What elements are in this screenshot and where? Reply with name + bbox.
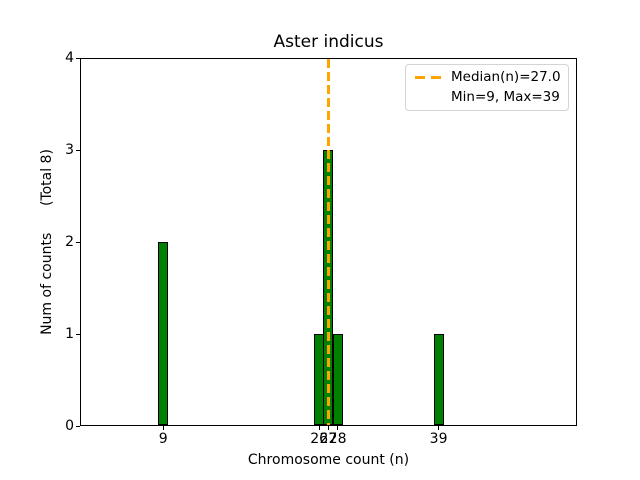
x-tick-26: [318, 426, 320, 430]
legend-minmax-label: Min=9, Max=39: [451, 89, 560, 106]
legend-median-label: Median(n)=27.0: [451, 68, 561, 85]
median-dashed-line-sample-icon: [415, 75, 443, 79]
median-line: [326, 59, 330, 425]
x-tick-label-9: 9: [158, 431, 168, 447]
x-tick-label-27: 27: [319, 431, 338, 447]
y-tick-3: [76, 149, 80, 151]
y-tick-label-0: 0: [65, 418, 74, 434]
y-tick-4: [76, 57, 80, 59]
chart-title: Aster indicus: [273, 32, 384, 52]
y-axis-label-text: Num of counts (Total 8): [38, 149, 55, 335]
x-tick-39: [438, 426, 440, 430]
y-tick-label-4: 4: [65, 50, 74, 66]
x-tick-label-39: 39: [429, 431, 448, 447]
y-tick-label-2: 2: [65, 234, 74, 250]
legend-empty-sample: [415, 96, 443, 99]
x-tick-28: [337, 426, 339, 430]
bar-n28: [332, 334, 343, 425]
y-tick-label-1: 1: [65, 326, 74, 342]
y-tick-0: [76, 425, 80, 427]
y-tick-1: [76, 333, 80, 335]
y-tick-label-3: 3: [65, 142, 74, 158]
legend-entry-median: Median(n)=27.0: [406, 67, 568, 88]
bar-n39: [433, 334, 444, 425]
legend-entry-minmax: Min=9, Max=39: [406, 88, 568, 109]
x-tick-label-26: 26: [310, 431, 329, 447]
x-tick-27: [327, 426, 329, 430]
x-tick-9: [162, 426, 164, 430]
legend: Median(n)=27.0 Min=9, Max=39: [405, 64, 569, 111]
x-axis-label: Chromosome count (n): [247, 452, 410, 468]
bar-n9: [158, 242, 169, 425]
x-tick-label-28: 28: [328, 431, 347, 447]
y-tick-2: [76, 241, 80, 243]
